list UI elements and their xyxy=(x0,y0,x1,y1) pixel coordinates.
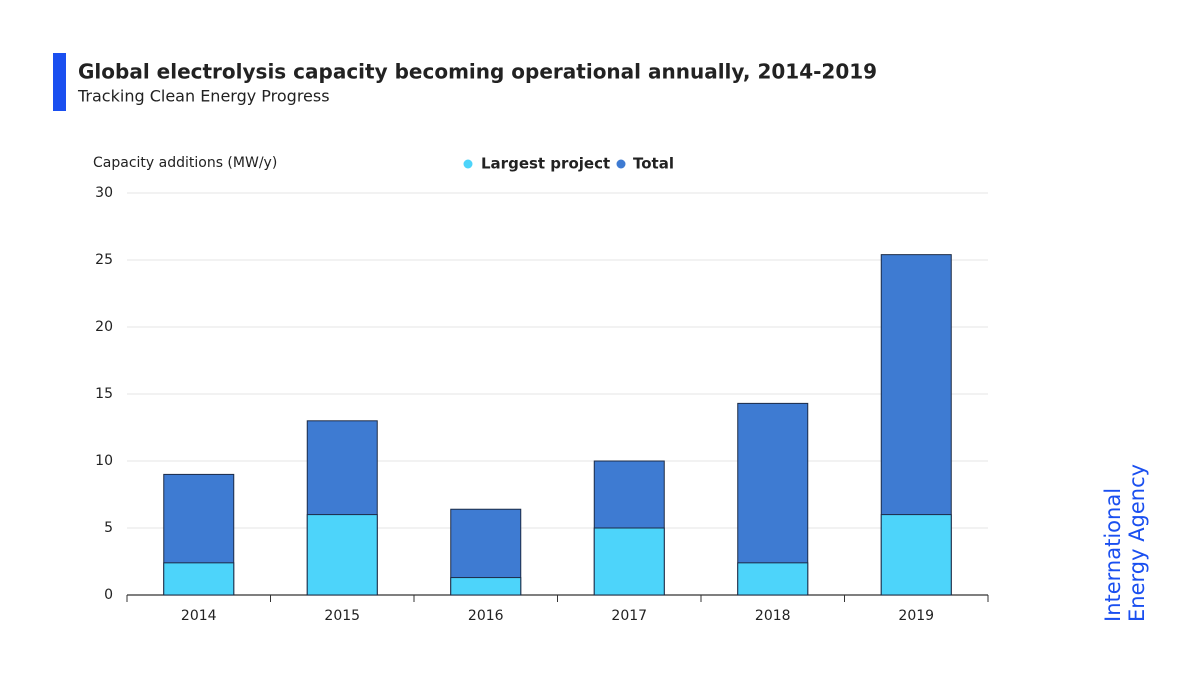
y-axis-label: Capacity additions (MW/y) xyxy=(93,155,277,171)
logo-text: Energy Agency xyxy=(1125,464,1149,622)
bar xyxy=(450,577,522,596)
x-tick-label: 2015 xyxy=(324,608,360,624)
legend-label: Largest project xyxy=(481,155,610,173)
y-tick-label: 15 xyxy=(95,386,113,402)
x-tick-label: 2019 xyxy=(898,608,934,624)
x-tick-label: 2016 xyxy=(468,608,504,624)
y-tick-label: 5 xyxy=(104,520,113,536)
logo: International Energy Agency xyxy=(1101,464,1149,622)
x-tick-label: 2014 xyxy=(181,608,217,624)
bar xyxy=(306,514,378,596)
logo-text: International xyxy=(1101,488,1125,622)
title-accent xyxy=(53,53,66,111)
legend-label: Total xyxy=(633,155,674,173)
y-tick-label: 10 xyxy=(95,453,113,469)
y-tick-label: 0 xyxy=(104,587,113,603)
bar xyxy=(593,527,665,596)
x-tick-label: 2018 xyxy=(755,608,791,624)
y-tick-label: 20 xyxy=(95,319,113,335)
y-tick-label: 25 xyxy=(95,252,113,268)
chart-title: Global electrolysis capacity becoming op… xyxy=(78,60,877,84)
y-tick-label: 30 xyxy=(95,185,113,201)
bar xyxy=(737,562,809,596)
chart-subtitle: Tracking Clean Energy Progress xyxy=(77,87,330,106)
x-tick-label: 2017 xyxy=(611,608,647,624)
bar xyxy=(163,562,235,596)
legend-marker xyxy=(616,159,626,169)
legend-marker xyxy=(463,159,473,169)
bar xyxy=(880,514,952,596)
